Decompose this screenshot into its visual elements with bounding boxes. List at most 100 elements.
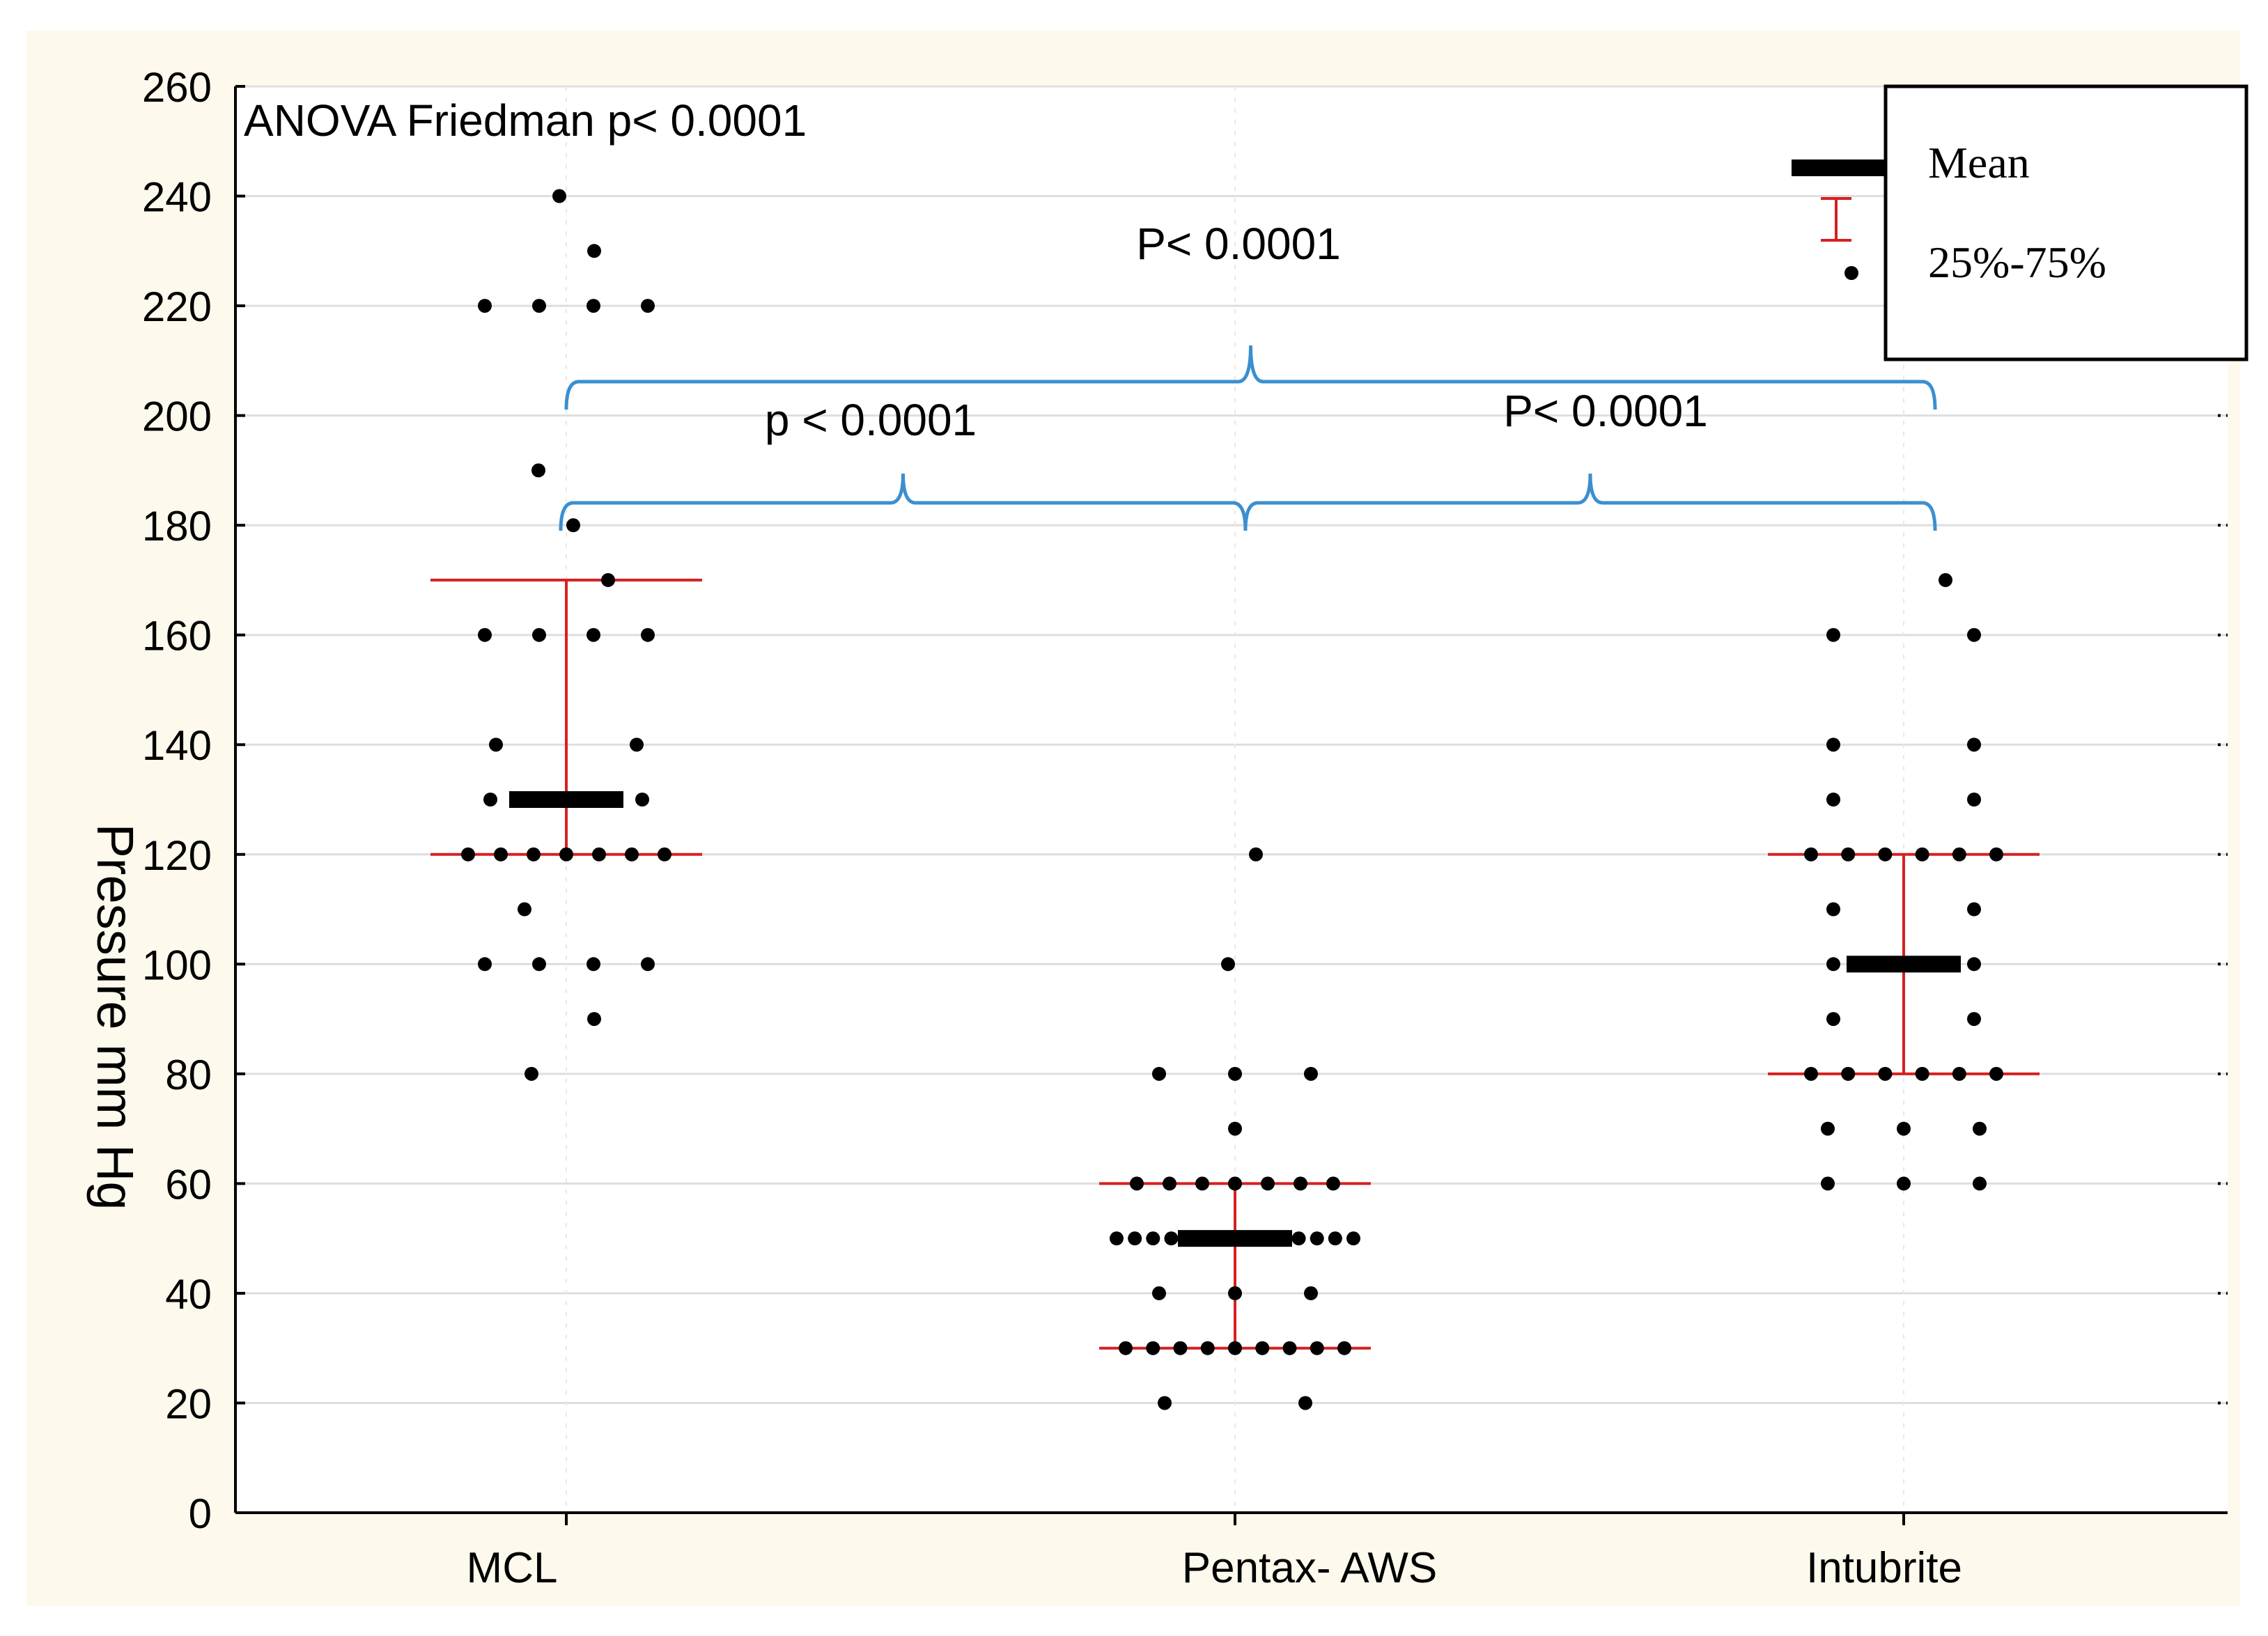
data-point [601,572,615,587]
data-point [1298,1396,1312,1410]
data-point [1228,1286,1242,1300]
data-point [1821,1121,1835,1136]
data-point [478,957,492,972]
data-point [1326,1176,1340,1191]
data-point [1826,628,1840,642]
data-point [1967,628,1981,642]
y-tick-label: 260 [142,64,212,111]
y-tick-label: 220 [142,283,212,330]
y-axis-title: Pressure mm Hg [86,823,144,1210]
y-tick-label: 160 [142,613,212,660]
data-point [641,299,655,313]
data-point [1804,1066,1818,1081]
data-point [1989,847,2003,862]
x-tick-label: Intubrite [1806,1544,1962,1592]
data-point [641,628,655,642]
data-point [630,738,644,752]
legend-mean-label: Mean [1928,138,2030,187]
data-point [1119,1341,1133,1355]
y-tick-label: 60 [165,1161,212,1208]
data-point [1841,1066,1856,1081]
data-point [1337,1341,1351,1355]
data-point [1255,1341,1270,1355]
data-point [1952,1066,1966,1081]
data-point [489,738,503,752]
data-point [552,189,566,203]
data-point [559,847,573,862]
data-point [1130,1176,1144,1191]
y-tick-label: 140 [142,722,212,769]
data-point [1826,957,1840,972]
data-point [1110,1231,1124,1246]
data-point [592,847,606,862]
data-point [478,628,492,642]
data-point [1939,572,1952,587]
data-point [1915,847,1929,862]
y-tick-label: 0 [189,1490,212,1537]
data-point [658,847,671,862]
data-point [1228,1176,1242,1191]
data-point [1973,1176,1987,1191]
comparison-label: p < 0.0001 [765,395,977,445]
data-point [1826,793,1840,807]
data-point [1221,957,1235,972]
data-point [1897,1121,1911,1136]
data-point [1228,1066,1242,1081]
data-point [1291,1231,1306,1246]
data-point [494,847,508,862]
data-point [1328,1231,1342,1246]
x-tick-label: MCL [467,1544,558,1592]
legend-point-symbol [1844,266,1858,280]
y-tick-label: 100 [142,942,212,988]
mean-marker [509,791,623,808]
data-point [532,957,546,972]
data-point [587,628,600,642]
data-point [1152,1066,1166,1081]
data-point [1346,1231,1360,1246]
data-point [1310,1341,1324,1355]
y-tick-label: 200 [142,394,212,440]
mean-marker [1847,956,1961,973]
data-point [1967,957,1981,972]
data-point [566,518,580,533]
data-point [587,244,601,258]
data-point [1826,902,1840,917]
y-tick-label: 120 [142,832,212,879]
data-point [525,1066,538,1081]
data-point [1821,1176,1835,1191]
data-point [587,957,600,972]
y-tick-label: 180 [142,503,212,550]
comparison-label: P< 0.0001 [1503,386,1708,436]
data-point [1200,1341,1215,1355]
data-point [1804,847,1818,862]
x-tick-label: Pentax- AWS [1182,1544,1437,1592]
data-point [1304,1066,1318,1081]
data-point [587,1012,601,1027]
data-point [1173,1341,1188,1355]
data-point [1128,1231,1142,1246]
data-point [1146,1341,1160,1355]
data-point [1826,738,1840,752]
data-point [1164,1231,1179,1246]
legend-box [1883,84,2248,361]
x-axis: MCL Pentax- AWS Intubrite [235,1511,2228,1592]
data-point [478,299,492,313]
legend-iqr-label: 25%-75% [1928,237,2106,287]
y-tick-label: 80 [165,1052,212,1098]
data-point [531,463,545,478]
data-point [641,957,655,972]
data-point [1878,847,1893,862]
data-point [1304,1286,1318,1300]
data-point [1878,1066,1893,1081]
data-point [1228,1121,1242,1136]
bracket-mcl-intubrite [564,345,1937,410]
data-point [587,299,600,313]
data-point [1152,1286,1166,1300]
bracket-pentax-intubrite [1243,473,1937,531]
data-point [1228,1341,1242,1355]
data-point [1967,738,1981,752]
data-point [527,847,541,862]
data-point [1249,847,1263,862]
data-point [1989,1066,2003,1081]
